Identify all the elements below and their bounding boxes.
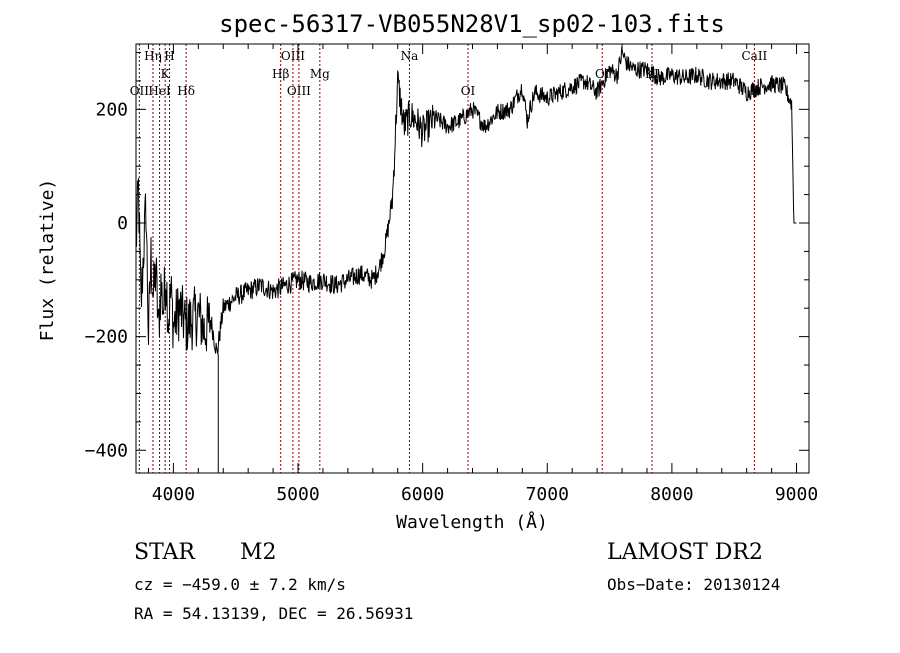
spectral-line-label: Mg bbox=[310, 67, 330, 81]
spectral-line-label: OIII bbox=[287, 84, 311, 98]
x-tick-label: 4000 bbox=[152, 484, 195, 505]
spectral-line-label: Na bbox=[401, 49, 419, 63]
y-axis: −400 −200 0 200 bbox=[85, 52, 809, 461]
survey-name: LAMOST DR2 bbox=[607, 540, 763, 565]
spectral-line-label: HeI bbox=[148, 84, 171, 98]
observation-date: Obs−Date: 20130124 bbox=[607, 575, 780, 594]
x-tick-label: 9000 bbox=[775, 484, 818, 505]
spectral-line-label: Hη bbox=[144, 49, 162, 63]
spectral-line-label: OII bbox=[130, 84, 150, 98]
x-tick-label: 8000 bbox=[650, 484, 693, 505]
redshift-velocity: cz = −459.0 ± 7.2 km/s bbox=[134, 575, 346, 594]
spectral-line-label: OI bbox=[461, 84, 476, 98]
coordinates: RA = 54.13139, DEC = 26.56931 bbox=[134, 604, 413, 623]
spectral-line-label: CaII bbox=[741, 49, 767, 63]
plot-frame bbox=[135, 43, 810, 474]
x-axis-label: Wavelength (Å) bbox=[396, 511, 548, 533]
x-tick-label: 6000 bbox=[401, 484, 444, 505]
object-class: STAR bbox=[134, 540, 196, 565]
y-tick-label: −200 bbox=[85, 327, 128, 348]
x-tick-label: 5000 bbox=[276, 484, 319, 505]
x-axis: 4000 5000 6000 7000 8000 9000 bbox=[147, 44, 818, 505]
spectral-line-label: H bbox=[164, 49, 174, 63]
object-subclass: M2 bbox=[240, 540, 277, 565]
plot-area bbox=[135, 46, 797, 473]
y-tick-label: 200 bbox=[95, 99, 128, 120]
spectrum-series bbox=[135, 46, 797, 355]
y-tick-label: 0 bbox=[117, 213, 128, 234]
chart-title: spec-56317-VB055N28V1_sp02-103.fits bbox=[219, 10, 725, 38]
y-tick-label: −400 bbox=[85, 440, 128, 461]
x-tick-label: 7000 bbox=[526, 484, 569, 505]
y-axis-label: Flux (relative) bbox=[37, 179, 58, 342]
spectral-line-label: Hβ bbox=[272, 67, 289, 81]
spectral-line-label: OIII bbox=[281, 49, 305, 63]
spectral-line-label: Hδ bbox=[177, 84, 195, 98]
spectral-line-label: K bbox=[161, 67, 171, 81]
